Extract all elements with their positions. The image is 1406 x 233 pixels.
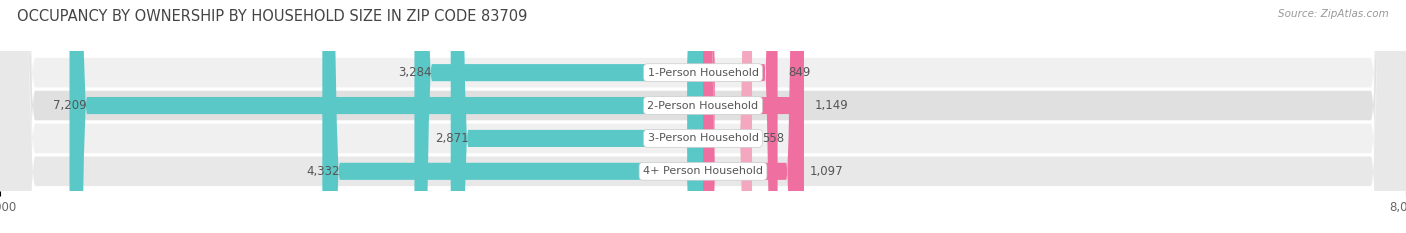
Text: 558: 558 — [762, 132, 785, 145]
Text: 1,149: 1,149 — [814, 99, 848, 112]
Text: 2-Person Household: 2-Person Household — [647, 100, 759, 110]
Text: 849: 849 — [789, 66, 810, 79]
FancyBboxPatch shape — [703, 0, 752, 233]
Text: 7,209: 7,209 — [53, 99, 87, 112]
FancyBboxPatch shape — [703, 0, 800, 233]
Text: Source: ZipAtlas.com: Source: ZipAtlas.com — [1278, 9, 1389, 19]
FancyBboxPatch shape — [703, 0, 804, 233]
Text: 4,332: 4,332 — [307, 165, 340, 178]
FancyBboxPatch shape — [703, 0, 778, 233]
FancyBboxPatch shape — [415, 0, 703, 233]
Text: OCCUPANCY BY OWNERSHIP BY HOUSEHOLD SIZE IN ZIP CODE 83709: OCCUPANCY BY OWNERSHIP BY HOUSEHOLD SIZE… — [17, 9, 527, 24]
Text: 2,871: 2,871 — [434, 132, 468, 145]
Text: 1-Person Household: 1-Person Household — [648, 68, 758, 78]
Text: 1,097: 1,097 — [810, 165, 844, 178]
Text: 4+ Person Household: 4+ Person Household — [643, 166, 763, 176]
FancyBboxPatch shape — [451, 0, 703, 233]
FancyBboxPatch shape — [69, 0, 703, 233]
Text: 3,284: 3,284 — [398, 66, 432, 79]
Text: 3-Person Household: 3-Person Household — [648, 134, 758, 144]
FancyBboxPatch shape — [322, 0, 703, 233]
